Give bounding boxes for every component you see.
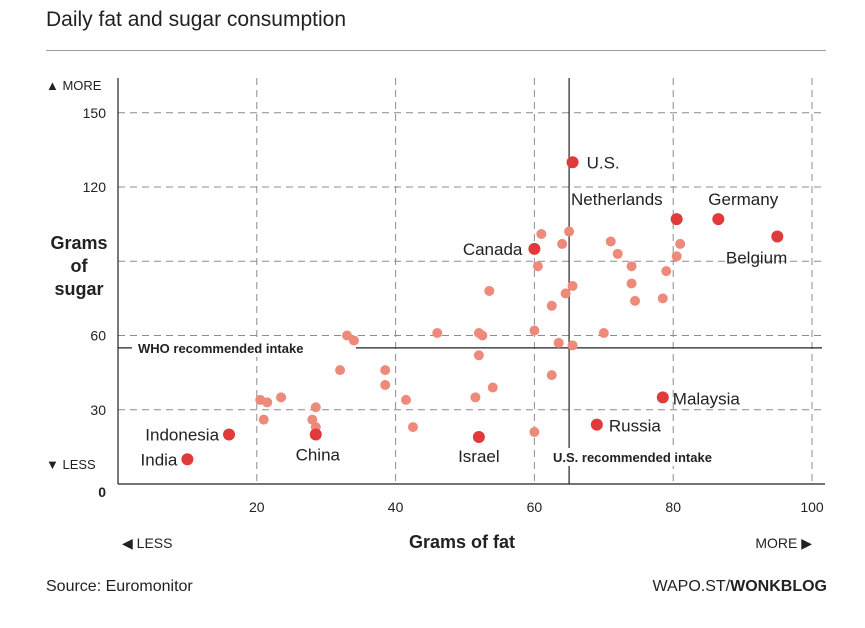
data-points <box>181 156 784 466</box>
data-point <box>401 394 412 405</box>
data-point <box>567 340 578 351</box>
data-point <box>473 350 484 361</box>
y-axis-label-line-3: sugar <box>54 279 103 299</box>
y-axis-label-line-2: of <box>71 256 89 276</box>
brand-bold: WONKBLOG <box>730 578 827 595</box>
y-tick-label: 60 <box>90 328 106 344</box>
data-point <box>626 278 637 289</box>
data-point <box>671 251 682 262</box>
data-point <box>529 427 540 438</box>
highlight-point <box>472 430 485 443</box>
data-point <box>276 392 287 403</box>
x-tick-label: 40 <box>388 499 404 515</box>
data-point <box>657 293 668 304</box>
data-point <box>432 328 443 339</box>
x-tick-label: 100 <box>800 499 824 515</box>
data-point <box>553 337 564 348</box>
who-label-background <box>132 338 356 357</box>
point-label: Malaysia <box>673 389 741 408</box>
point-label: Belgium <box>726 249 787 268</box>
brand-prefix: WAPO.ST/ <box>652 578 731 595</box>
data-point <box>484 285 495 296</box>
point-label: Israel <box>458 447 500 466</box>
tick-labels: 20 40 60 80 100 0 30 60 120 150 <box>83 105 824 515</box>
point-label: Germany <box>708 190 778 209</box>
point-labels: U.S. Netherlands Germany Belgium Canada Malay… <box>141 153 788 469</box>
data-point <box>470 392 481 403</box>
point-label: Netherlands <box>571 190 663 209</box>
data-point <box>546 370 557 381</box>
x-tick-label: 60 <box>527 499 543 515</box>
highlight-point <box>712 213 725 226</box>
data-point <box>626 261 637 272</box>
data-point <box>477 330 488 341</box>
point-label: India <box>141 450 178 469</box>
data-point <box>310 402 321 413</box>
data-point <box>564 226 575 237</box>
grid-lines <box>118 78 825 484</box>
x-tick-label: 80 <box>665 499 681 515</box>
data-point <box>307 414 318 425</box>
x-axis-label: Grams of fat <box>409 532 515 552</box>
data-point <box>675 238 686 249</box>
data-point <box>567 281 578 291</box>
data-point <box>529 325 540 336</box>
data-point <box>262 397 273 408</box>
highlight-point <box>670 213 683 226</box>
y-less-marker: ▼ LESS <box>46 457 96 472</box>
data-point <box>380 365 391 376</box>
who-reference-label: WHO recommended intake <box>138 341 303 356</box>
data-point <box>532 261 543 272</box>
chart-title: Daily fat and sugar consumption <box>46 8 346 31</box>
point-label: Canada <box>463 240 523 259</box>
highlight-point <box>223 428 236 441</box>
scatter-chart: WHO recommended intake U.S. recommended i… <box>46 78 825 552</box>
y-tick-label: 30 <box>90 402 106 418</box>
point-label: China <box>296 446 341 465</box>
point-label: Russia <box>609 417 662 436</box>
data-point <box>258 414 269 425</box>
data-point <box>335 365 346 376</box>
y-axis-label-line-1: Grams <box>50 233 107 253</box>
data-point <box>380 380 391 390</box>
highlight-point <box>528 242 541 255</box>
source-note: Source: Euromonitor <box>46 578 193 595</box>
y-tick-label: 150 <box>83 105 107 121</box>
us-reference-label: U.S. recommended intake <box>553 450 712 465</box>
highlight-point <box>181 453 194 466</box>
brand-credit: WAPO.ST/WONKBLOG <box>652 578 827 596</box>
data-point <box>605 236 616 247</box>
reference-lines: WHO recommended intake U.S. recommended i… <box>118 78 822 484</box>
x-tick-label: 20 <box>249 499 265 515</box>
data-point <box>557 238 568 249</box>
axes <box>117 78 825 485</box>
data-point <box>661 266 672 277</box>
data-point <box>560 288 571 299</box>
data-point <box>342 330 353 341</box>
data-point <box>407 422 418 433</box>
data-point <box>612 248 623 259</box>
data-point <box>487 382 498 393</box>
highlight-point <box>309 428 322 441</box>
x-more-marker: MORE ▶ <box>755 535 812 551</box>
data-point <box>630 295 641 306</box>
highlight-point <box>590 418 603 431</box>
title-divider <box>46 50 826 51</box>
data-point <box>598 328 609 339</box>
x-less-marker: ◀ LESS <box>122 535 172 551</box>
data-point <box>546 300 557 311</box>
highlight-point <box>771 230 784 243</box>
y-more-marker: ▲ MORE <box>46 78 102 93</box>
highlight-point <box>566 156 579 169</box>
data-point <box>536 229 547 240</box>
y-tick-label: 0 <box>98 484 106 500</box>
point-label: Indonesia <box>145 426 219 445</box>
point-label: U.S. <box>587 153 620 172</box>
highlight-point <box>656 391 669 404</box>
data-point <box>348 335 359 346</box>
y-tick-label: 120 <box>83 179 107 195</box>
us-label-background <box>550 448 755 466</box>
